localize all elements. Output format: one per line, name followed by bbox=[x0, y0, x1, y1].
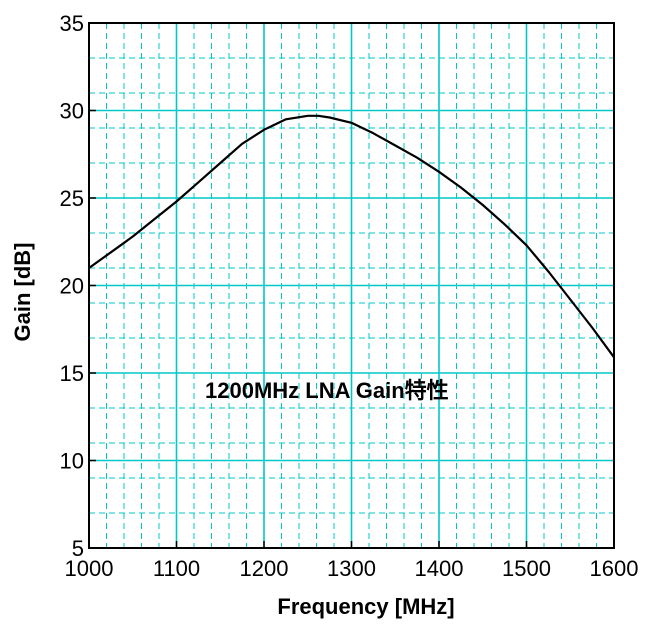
x-tick-label: 1400 bbox=[415, 556, 464, 581]
x-tick-label: 1200 bbox=[240, 556, 289, 581]
x-tick-label: 1600 bbox=[590, 556, 639, 581]
x-tick-label: 1100 bbox=[153, 556, 200, 581]
grid bbox=[88, 22, 615, 549]
gain-series-line bbox=[88, 114, 615, 358]
y-tick-label: 20 bbox=[60, 274, 84, 299]
x-tick-label: 1500 bbox=[502, 556, 551, 581]
axis-ticks: 1000 1100 1200 1300 1400 1500 1600 5 10 15 20 25 30 3… bbox=[60, 11, 639, 581]
y-tick-label: 30 bbox=[60, 99, 84, 124]
x-tick-label: 1000 bbox=[65, 556, 114, 581]
chart-annotation: 1200MHz LNA Gain特性 bbox=[205, 378, 449, 403]
x-axis-title: Frequency [MHz] bbox=[277, 594, 454, 619]
y-tick-label: 5 bbox=[72, 536, 84, 561]
y-tick-label: 35 bbox=[60, 11, 84, 36]
x-tick-label: 1300 bbox=[327, 556, 376, 581]
y-axis-title: Gain [dB] bbox=[10, 243, 35, 342]
y-tick-label: 10 bbox=[60, 449, 84, 474]
y-tick-label: 15 bbox=[60, 361, 84, 386]
y-tick-label: 25 bbox=[60, 186, 84, 211]
